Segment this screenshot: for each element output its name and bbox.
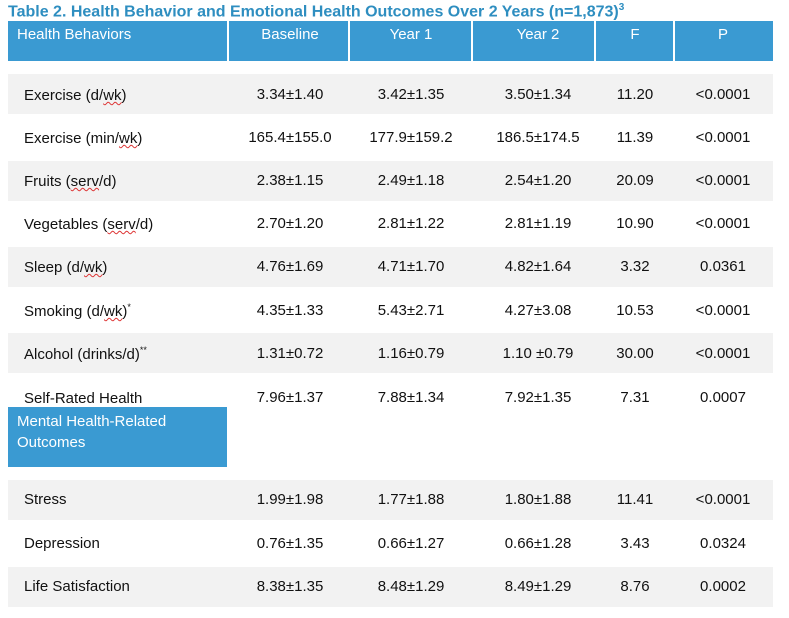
year1-cell: 2.49±1.18 bbox=[377, 172, 445, 189]
year1-cell: 3.42±1.35 bbox=[377, 86, 445, 103]
year2-cell: 4.27±3.08 bbox=[504, 302, 572, 319]
row-band bbox=[8, 247, 773, 287]
year2-cell: 7.92±1.35 bbox=[504, 389, 572, 406]
row-label: Exercise (min/wk) bbox=[24, 130, 143, 147]
row-band bbox=[8, 480, 773, 520]
baseline-cell: 4.35±1.33 bbox=[256, 302, 324, 319]
header-divider bbox=[348, 21, 350, 61]
p-cell: <0.0001 bbox=[695, 302, 751, 319]
year1-cell: 7.88±1.34 bbox=[377, 389, 445, 406]
f-cell: 10.53 bbox=[616, 302, 654, 319]
year2-cell: 3.50±1.34 bbox=[504, 86, 572, 103]
p-cell: <0.0001 bbox=[695, 491, 751, 508]
row-band bbox=[8, 74, 773, 114]
row-band bbox=[8, 333, 773, 373]
header-year1: Year 1 bbox=[389, 26, 433, 43]
table-header-row: Health Behaviors Baseline Year 1 Year 2 … bbox=[8, 21, 773, 61]
header-divider bbox=[594, 21, 596, 61]
year1-cell: 8.48±1.29 bbox=[377, 578, 445, 595]
f-cell: 10.90 bbox=[616, 215, 654, 232]
year1-cell: 1.16±0.79 bbox=[377, 345, 445, 362]
year1-cell: 0.66±1.27 bbox=[377, 535, 445, 552]
row-label: Alcohol (drinks/d)** bbox=[24, 345, 147, 363]
row-label: Sleep (d/wk) bbox=[24, 259, 108, 276]
year2-cell: 1.10 ±0.79 bbox=[502, 345, 574, 362]
row-label: Self-Rated Health bbox=[24, 390, 143, 407]
p-cell: 0.0361 bbox=[700, 258, 746, 275]
p-cell: <0.0001 bbox=[695, 345, 751, 362]
year2-cell: 2.54±1.20 bbox=[504, 172, 572, 189]
header-f: F bbox=[630, 26, 640, 43]
header-p: P bbox=[717, 26, 729, 43]
f-cell: 11.39 bbox=[616, 129, 654, 146]
p-cell: <0.0001 bbox=[695, 172, 751, 189]
mental-health-header: Mental Health-Related Outcomes bbox=[8, 407, 227, 467]
year2-cell: 1.80±1.88 bbox=[504, 491, 572, 508]
p-cell: 0.0007 bbox=[700, 389, 746, 406]
baseline-cell: 2.70±1.20 bbox=[256, 215, 324, 232]
year1-cell: 4.71±1.70 bbox=[377, 258, 445, 275]
baseline-cell: 2.38±1.15 bbox=[256, 172, 324, 189]
f-cell: 3.32 bbox=[620, 258, 650, 275]
row-label: Exercise (d/wk) bbox=[24, 87, 127, 104]
year2-cell: 0.66±1.28 bbox=[504, 535, 572, 552]
row-label: Depression bbox=[24, 535, 100, 552]
f-cell: 7.31 bbox=[620, 389, 650, 406]
year1-cell: 5.43±2.71 bbox=[377, 302, 445, 319]
p-cell: <0.0001 bbox=[695, 129, 751, 146]
f-cell: 30.00 bbox=[616, 345, 654, 362]
baseline-cell: 7.96±1.37 bbox=[256, 389, 324, 406]
baseline-cell: 1.99±1.98 bbox=[256, 491, 324, 508]
f-cell: 20.09 bbox=[616, 172, 654, 189]
row-band bbox=[8, 567, 773, 607]
year2-cell: 4.82±1.64 bbox=[504, 258, 572, 275]
header-health-behaviors: Health Behaviors bbox=[17, 26, 132, 43]
year1-cell: 1.77±1.88 bbox=[377, 491, 445, 508]
f-cell: 11.41 bbox=[616, 491, 654, 508]
year1-cell: 2.81±1.22 bbox=[377, 215, 445, 232]
year2-cell: 8.49±1.29 bbox=[504, 578, 572, 595]
row-label: Smoking (d/wk)* bbox=[24, 302, 131, 320]
year2-cell: 2.81±1.19 bbox=[504, 215, 572, 232]
table-title: Table 2. Health Behavior and Emotional H… bbox=[8, 2, 625, 21]
baseline-cell: 0.76±1.35 bbox=[256, 535, 324, 552]
header-year2: Year 2 bbox=[516, 26, 560, 43]
p-cell: <0.0001 bbox=[695, 215, 751, 232]
row-label: Stress bbox=[24, 491, 67, 508]
header-divider bbox=[471, 21, 473, 61]
f-cell: 8.76 bbox=[620, 578, 650, 595]
baseline-cell: 3.34±1.40 bbox=[256, 86, 324, 103]
baseline-cell: 1.31±0.72 bbox=[256, 345, 324, 362]
row-label: Vegetables (serv/d) bbox=[24, 216, 154, 233]
year2-cell: 186.5±174.5 bbox=[496, 129, 580, 146]
baseline-cell: 165.4±155.0 bbox=[248, 129, 332, 146]
header-divider bbox=[673, 21, 675, 61]
row-band bbox=[8, 161, 773, 201]
baseline-cell: 4.76±1.69 bbox=[256, 258, 324, 275]
row-label: Life Satisfaction bbox=[24, 578, 130, 595]
header-divider bbox=[227, 21, 229, 61]
header-baseline: Baseline bbox=[261, 26, 319, 43]
f-cell: 11.20 bbox=[616, 86, 654, 103]
p-cell: 0.0002 bbox=[700, 578, 746, 595]
p-cell: 0.0324 bbox=[700, 535, 746, 552]
baseline-cell: 8.38±1.35 bbox=[256, 578, 324, 595]
year1-cell: 177.9±159.2 bbox=[369, 129, 453, 146]
f-cell: 3.43 bbox=[620, 535, 650, 552]
p-cell: <0.0001 bbox=[695, 86, 751, 103]
row-label: Fruits (serv/d) bbox=[24, 173, 117, 190]
